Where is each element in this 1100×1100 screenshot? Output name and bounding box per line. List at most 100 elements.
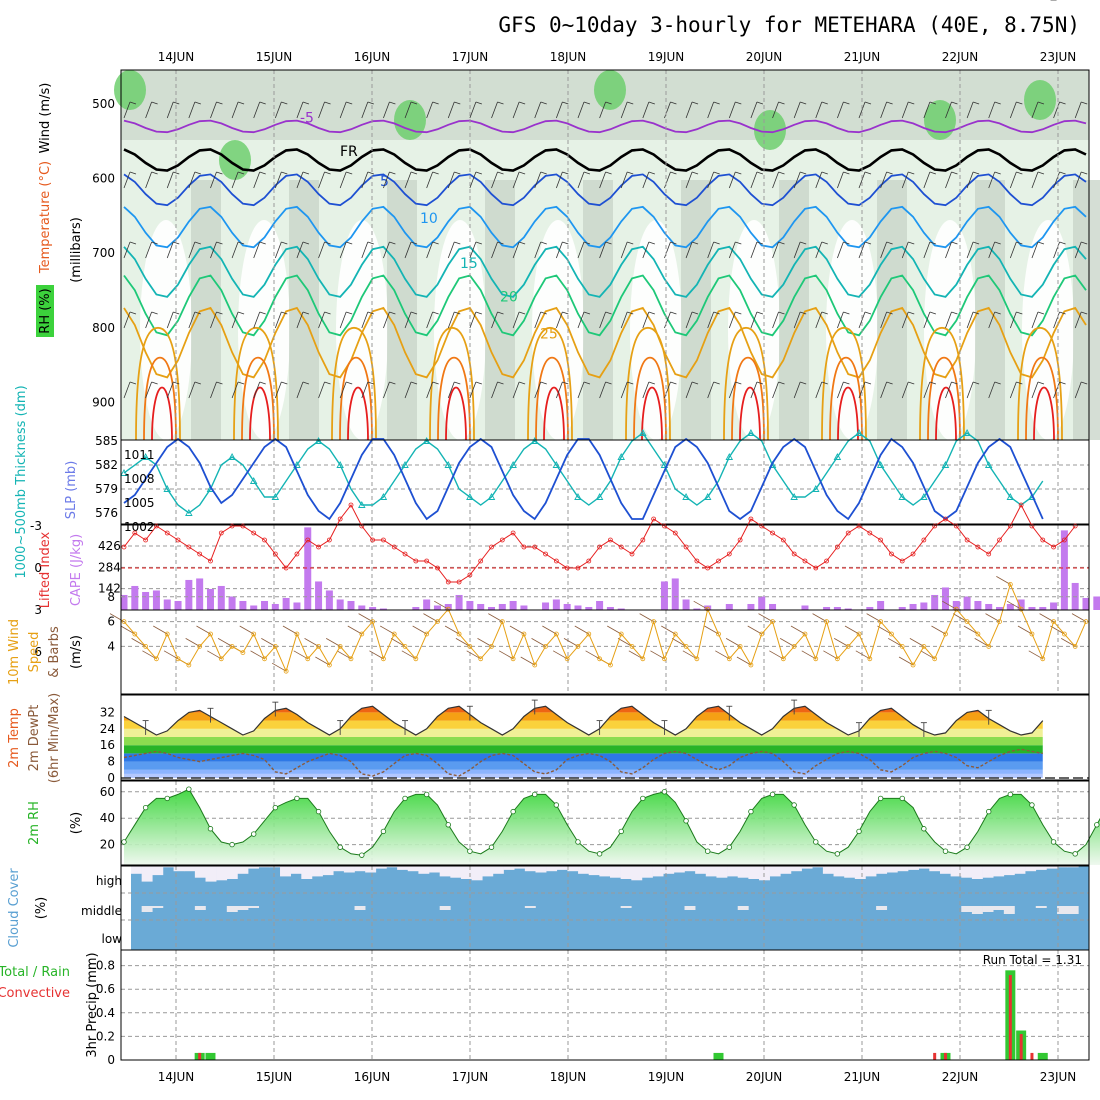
cape-bar <box>941 587 949 610</box>
wind-barb <box>945 311 952 329</box>
wind-barb-flag <box>194 171 201 175</box>
wind-barb-flag <box>216 171 223 175</box>
precip-panel: 0 0.2 0.4 0.6 0.8 Run Total = 1.31 <box>96 949 1090 1067</box>
wind-speed-marker <box>878 619 884 624</box>
temperature-label: Temperature (°C) <box>38 161 53 274</box>
panel-labels: RH (%) Temperature (°C) Wind (m/s) (milliba… <box>0 83 100 1058</box>
wind-barb-flag <box>281 101 288 105</box>
thickness-marker <box>487 493 496 500</box>
high-rh-region <box>114 70 146 110</box>
wind-barb-flag <box>237 381 245 385</box>
high-cloud-gap <box>450 866 462 878</box>
thickness-slp-panel: 576 579 582 585 1002 1005 1008 1011 <box>95 429 1090 534</box>
wind-barb <box>185 638 200 647</box>
thickness-marker <box>833 453 842 460</box>
wind-barb-flag <box>216 101 223 105</box>
wind-barb <box>772 241 779 259</box>
wind-barb-flag <box>929 241 936 245</box>
thickness-marker <box>271 493 280 500</box>
lifted-index-marker <box>143 537 149 543</box>
lifted-index-marker <box>1051 544 1056 550</box>
temp-band <box>124 728 1043 737</box>
cape-bar <box>412 606 420 610</box>
wind-barb-flag <box>583 101 591 105</box>
cape-bar <box>358 605 366 610</box>
wind-barb-flag <box>389 171 396 175</box>
wind-barb-flag <box>346 381 353 385</box>
cape-bar <box>228 596 236 610</box>
wind-barb-flag <box>1037 311 1045 315</box>
lifted-index-marker <box>975 544 981 550</box>
wind-barb <box>661 625 676 635</box>
lifted-index-marker <box>370 537 376 543</box>
high-cloud-gap <box>503 866 515 870</box>
thickness-marker <box>314 437 323 444</box>
warm-contour <box>625 326 671 441</box>
wind-barb <box>728 171 736 189</box>
wind-barb <box>231 241 239 259</box>
thickness-marker <box>422 437 431 444</box>
high-cloud-gap <box>971 866 983 879</box>
wind-barb-flag <box>908 311 915 315</box>
wind-barb-flag <box>821 381 828 385</box>
moist-region <box>877 180 907 440</box>
wind-barb <box>901 381 909 399</box>
lifted-index-marker <box>251 530 257 536</box>
temp-band <box>124 753 1043 762</box>
wind-barb-flag <box>173 171 180 175</box>
wind-barb <box>1039 613 1054 622</box>
middle-cloud-gap <box>237 906 249 910</box>
top-date-label: 16JUN <box>354 50 391 64</box>
temp-band <box>121 696 1089 704</box>
cape-bar <box>1093 596 1100 610</box>
wind-barb-flag <box>216 311 223 315</box>
wind-barb-flag <box>151 171 158 175</box>
wind-barb <box>682 650 698 660</box>
middle-cloud-gap <box>1057 906 1069 914</box>
lifted-index-marker <box>391 544 397 550</box>
wind-barb-flag <box>691 241 699 245</box>
wind-speed-marker <box>175 656 181 662</box>
wind-barb <box>1009 311 1017 329</box>
lifted-index-marker <box>748 516 754 522</box>
cape-bar <box>336 599 344 610</box>
wind-speed-marker <box>402 644 408 649</box>
cape-bar <box>131 585 139 610</box>
millibars-label: (millibars) <box>69 217 84 283</box>
wind-barb <box>685 101 693 119</box>
precip-axis-label: 3hr Precip (mm) <box>85 952 100 1057</box>
bottom-date-label: 23JUN <box>1040 1070 1077 1084</box>
wind-barb <box>801 650 816 660</box>
wind-barb <box>555 241 563 259</box>
wind-barb <box>880 101 888 119</box>
wind-barb-flag <box>735 381 742 385</box>
wind-barb <box>231 101 239 119</box>
high-cloud-gap <box>748 866 760 879</box>
wind-barb-flag <box>843 241 850 245</box>
wind-barb-flag <box>821 311 828 315</box>
warm-contour <box>927 356 961 441</box>
wind-speed-marker <box>337 644 343 649</box>
wind-barb-flag <box>972 101 980 105</box>
wind-barb-flag <box>324 241 331 245</box>
wind-barb <box>274 381 282 399</box>
wind-barb <box>491 101 498 119</box>
wind-barb <box>901 311 909 329</box>
wind-barb <box>491 241 498 259</box>
warm-contour <box>1017 326 1063 441</box>
wind-barb <box>1053 171 1060 189</box>
thickness-marker <box>617 453 625 460</box>
wind-barb <box>444 625 460 635</box>
wind-barb <box>1031 171 1039 189</box>
wind-barb-flag <box>821 171 828 175</box>
pressure-tick: 700 <box>92 246 115 260</box>
wind-speed-marker <box>251 631 257 637</box>
wind-barb-flag <box>129 311 137 315</box>
wind-barb <box>512 381 520 399</box>
wind-barb <box>639 613 654 622</box>
lifted-index-marker <box>499 537 505 543</box>
wind-barb <box>512 241 520 259</box>
cape-lifted-index-panel: -3 0 3 6 142 284 426 <box>30 502 1100 659</box>
wind-barb <box>574 625 589 635</box>
